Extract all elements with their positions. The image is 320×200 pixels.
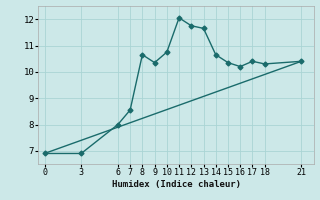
X-axis label: Humidex (Indice chaleur): Humidex (Indice chaleur) [111,180,241,189]
